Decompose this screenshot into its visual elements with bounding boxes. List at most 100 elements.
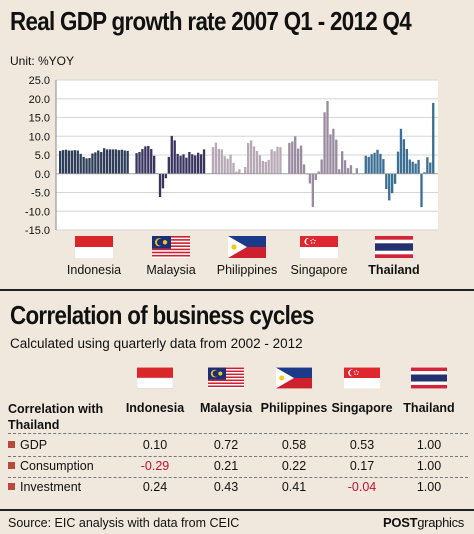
- y-tick-label: 0.0: [35, 169, 50, 181]
- table-cell: 1.00: [416, 459, 442, 473]
- bar-indonesia: [73, 150, 76, 174]
- bar-singapore: [343, 160, 347, 174]
- bar-philippines: [261, 161, 264, 174]
- bar-thailand: [364, 155, 367, 174]
- malaysia-flag-icon: [152, 236, 190, 258]
- gdp-bar-chart: 25.0 20.0 15.0 10.0 5.0 0.0 -5.0 -10.0 -15.0: [25, 75, 438, 237]
- column-header-indonesia: Indonesia: [125, 401, 185, 415]
- bar-thailand: [414, 163, 417, 174]
- bar-philippines: [249, 140, 253, 174]
- row-divider: [8, 456, 468, 457]
- bar-singapore: [291, 141, 294, 174]
- bar-indonesia: [76, 150, 79, 174]
- bar-thailand: [411, 161, 414, 174]
- bar-malaysia: [197, 152, 200, 174]
- thailand-flag-icon: [375, 236, 413, 258]
- table-cell: 0.21: [213, 459, 239, 473]
- bar-singapore: [346, 168, 350, 174]
- philippines-flag-icon: [228, 236, 266, 258]
- bullet-square-icon: [8, 483, 15, 490]
- bar-philippines: [220, 149, 223, 174]
- table-cell: 1.00: [416, 480, 442, 494]
- bar-thailand: [405, 149, 408, 174]
- bar-philippines: [244, 167, 247, 174]
- bar-philippines: [238, 169, 241, 174]
- column-header-singapore: Singapore: [331, 401, 393, 415]
- bar-philippines: [232, 162, 235, 174]
- bar-philippines: [211, 147, 215, 174]
- bar-malaysia: [202, 149, 206, 174]
- flag-label-malaysia: Malaysia: [146, 263, 196, 277]
- y-tick-label: 25.0: [29, 75, 50, 87]
- row-label: Investment: [8, 480, 81, 494]
- y-tick-label: -10.0: [25, 206, 50, 218]
- bar-thailand: [391, 173, 394, 194]
- bar-indonesia: [85, 158, 88, 174]
- bar-thailand: [385, 173, 388, 190]
- bar-indonesia: [61, 150, 65, 174]
- bar-indonesia: [123, 150, 126, 174]
- bar-singapore: [299, 145, 303, 174]
- malaysia-flag-icon: [208, 367, 244, 389]
- bar-indonesia: [100, 152, 103, 174]
- bar-philippines: [223, 156, 226, 174]
- bar-philippines: [229, 154, 232, 174]
- singapore-flag-icon: [300, 236, 338, 258]
- bar-thailand: [420, 173, 423, 208]
- bar-singapore: [329, 134, 332, 174]
- bar-indonesia: [82, 156, 85, 174]
- singapore-flag-icon: [344, 367, 380, 389]
- y-tick-label: -15.0: [25, 225, 50, 237]
- bar-philippines: [255, 150, 259, 174]
- bar-malaysia: [179, 155, 182, 174]
- bar-malaysia: [199, 154, 203, 174]
- bar-singapore: [355, 168, 358, 174]
- bar-malaysia: [194, 155, 197, 174]
- bar-singapore: [308, 173, 312, 184]
- chart-title: Real GDP growth rate 2007 Q1 - 2012 Q4: [10, 6, 412, 36]
- bar-philippines: [270, 149, 273, 174]
- table-cell: 0.17: [349, 459, 375, 473]
- bar-singapore: [335, 139, 338, 174]
- row-header-line1: Correlation with: [8, 402, 104, 416]
- indonesia-flag-icon: [137, 367, 173, 389]
- bar-thailand: [376, 149, 379, 174]
- flag-label-singapore: Singapore: [290, 263, 348, 277]
- bar-thailand: [373, 152, 376, 174]
- bar-philippines: [214, 142, 218, 174]
- footer-divider: [0, 509, 474, 511]
- bar-malaysia: [182, 154, 185, 174]
- brand-rest: graphics: [417, 515, 464, 530]
- bar-singapore: [317, 171, 320, 174]
- philippines-flag-icon: [276, 367, 312, 389]
- bar-malaysia: [191, 154, 194, 174]
- bar-singapore: [302, 164, 306, 174]
- bar-malaysia: [141, 149, 144, 174]
- table-cell: 0.24: [142, 480, 168, 494]
- bar-indonesia: [111, 149, 115, 174]
- bar-indonesia: [103, 148, 106, 174]
- table-cell: -0.29: [140, 459, 170, 473]
- row-label: GDP: [8, 438, 47, 452]
- table-divider: [8, 433, 468, 434]
- row-label-text: Consumption: [20, 459, 94, 473]
- bar-thailand: [379, 153, 382, 174]
- table-cell: 0.41: [281, 480, 307, 494]
- column-header-thailand: Thailand: [403, 401, 455, 415]
- bar-malaysia: [135, 153, 138, 174]
- bar-singapore: [311, 173, 314, 208]
- brand-logo: POSTgraphics: [383, 515, 464, 530]
- flag-label-philippines: Philippines: [216, 263, 278, 277]
- bar-singapore: [326, 101, 329, 174]
- bar-malaysia: [147, 146, 150, 174]
- table-row: Investment 0.24 0.43 0.41 -0.04 1.00: [0, 479, 474, 497]
- bar-malaysia: [144, 146, 147, 174]
- table-cell: 0.22: [281, 459, 307, 473]
- bar-thailand: [429, 162, 432, 174]
- bar-indonesia: [79, 153, 82, 174]
- row-label-text: GDP: [20, 438, 48, 452]
- column-header-malaysia: Malaysia: [199, 401, 253, 415]
- y-tick-label: 10.0: [29, 131, 50, 143]
- bar-thailand: [367, 156, 370, 174]
- bar-thailand: [396, 151, 400, 174]
